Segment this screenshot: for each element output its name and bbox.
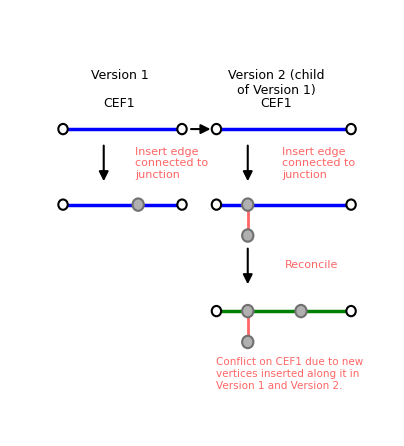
Text: Conflict on CEF1 due to new
vertices inserted along it in
Version 1 and Version : Conflict on CEF1 due to new vertices ins… — [217, 357, 364, 391]
Circle shape — [346, 124, 356, 134]
Text: Insert edge
connected to
junction: Insert edge connected to junction — [135, 147, 208, 180]
Text: Version 1: Version 1 — [90, 69, 148, 82]
Circle shape — [295, 305, 307, 317]
Circle shape — [212, 124, 221, 134]
Text: CEF1: CEF1 — [260, 97, 292, 110]
Circle shape — [242, 229, 253, 242]
Text: Version 2 (child
of Version 1): Version 2 (child of Version 1) — [228, 69, 324, 97]
Circle shape — [133, 198, 144, 211]
Circle shape — [346, 199, 356, 210]
Circle shape — [177, 199, 187, 210]
Circle shape — [346, 306, 356, 316]
Text: Reconcile: Reconcile — [285, 260, 339, 270]
Circle shape — [242, 198, 253, 211]
Circle shape — [58, 124, 68, 134]
Circle shape — [242, 305, 253, 317]
Circle shape — [212, 199, 221, 210]
Circle shape — [212, 306, 221, 316]
Text: CEF1: CEF1 — [103, 97, 135, 110]
Text: Insert edge
connected to
junction: Insert edge connected to junction — [282, 147, 356, 180]
Circle shape — [177, 124, 187, 134]
Circle shape — [58, 199, 68, 210]
Circle shape — [242, 336, 253, 348]
